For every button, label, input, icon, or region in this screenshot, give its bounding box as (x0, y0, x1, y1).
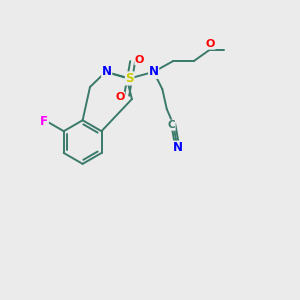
Text: F: F (40, 115, 48, 128)
Text: C: C (167, 120, 175, 130)
Text: N: N (149, 65, 159, 78)
Text: S: S (125, 72, 134, 85)
Text: O: O (135, 55, 144, 64)
Text: O: O (206, 39, 215, 49)
Text: N: N (172, 141, 182, 154)
Text: N: N (102, 65, 112, 78)
Text: O: O (115, 92, 124, 102)
